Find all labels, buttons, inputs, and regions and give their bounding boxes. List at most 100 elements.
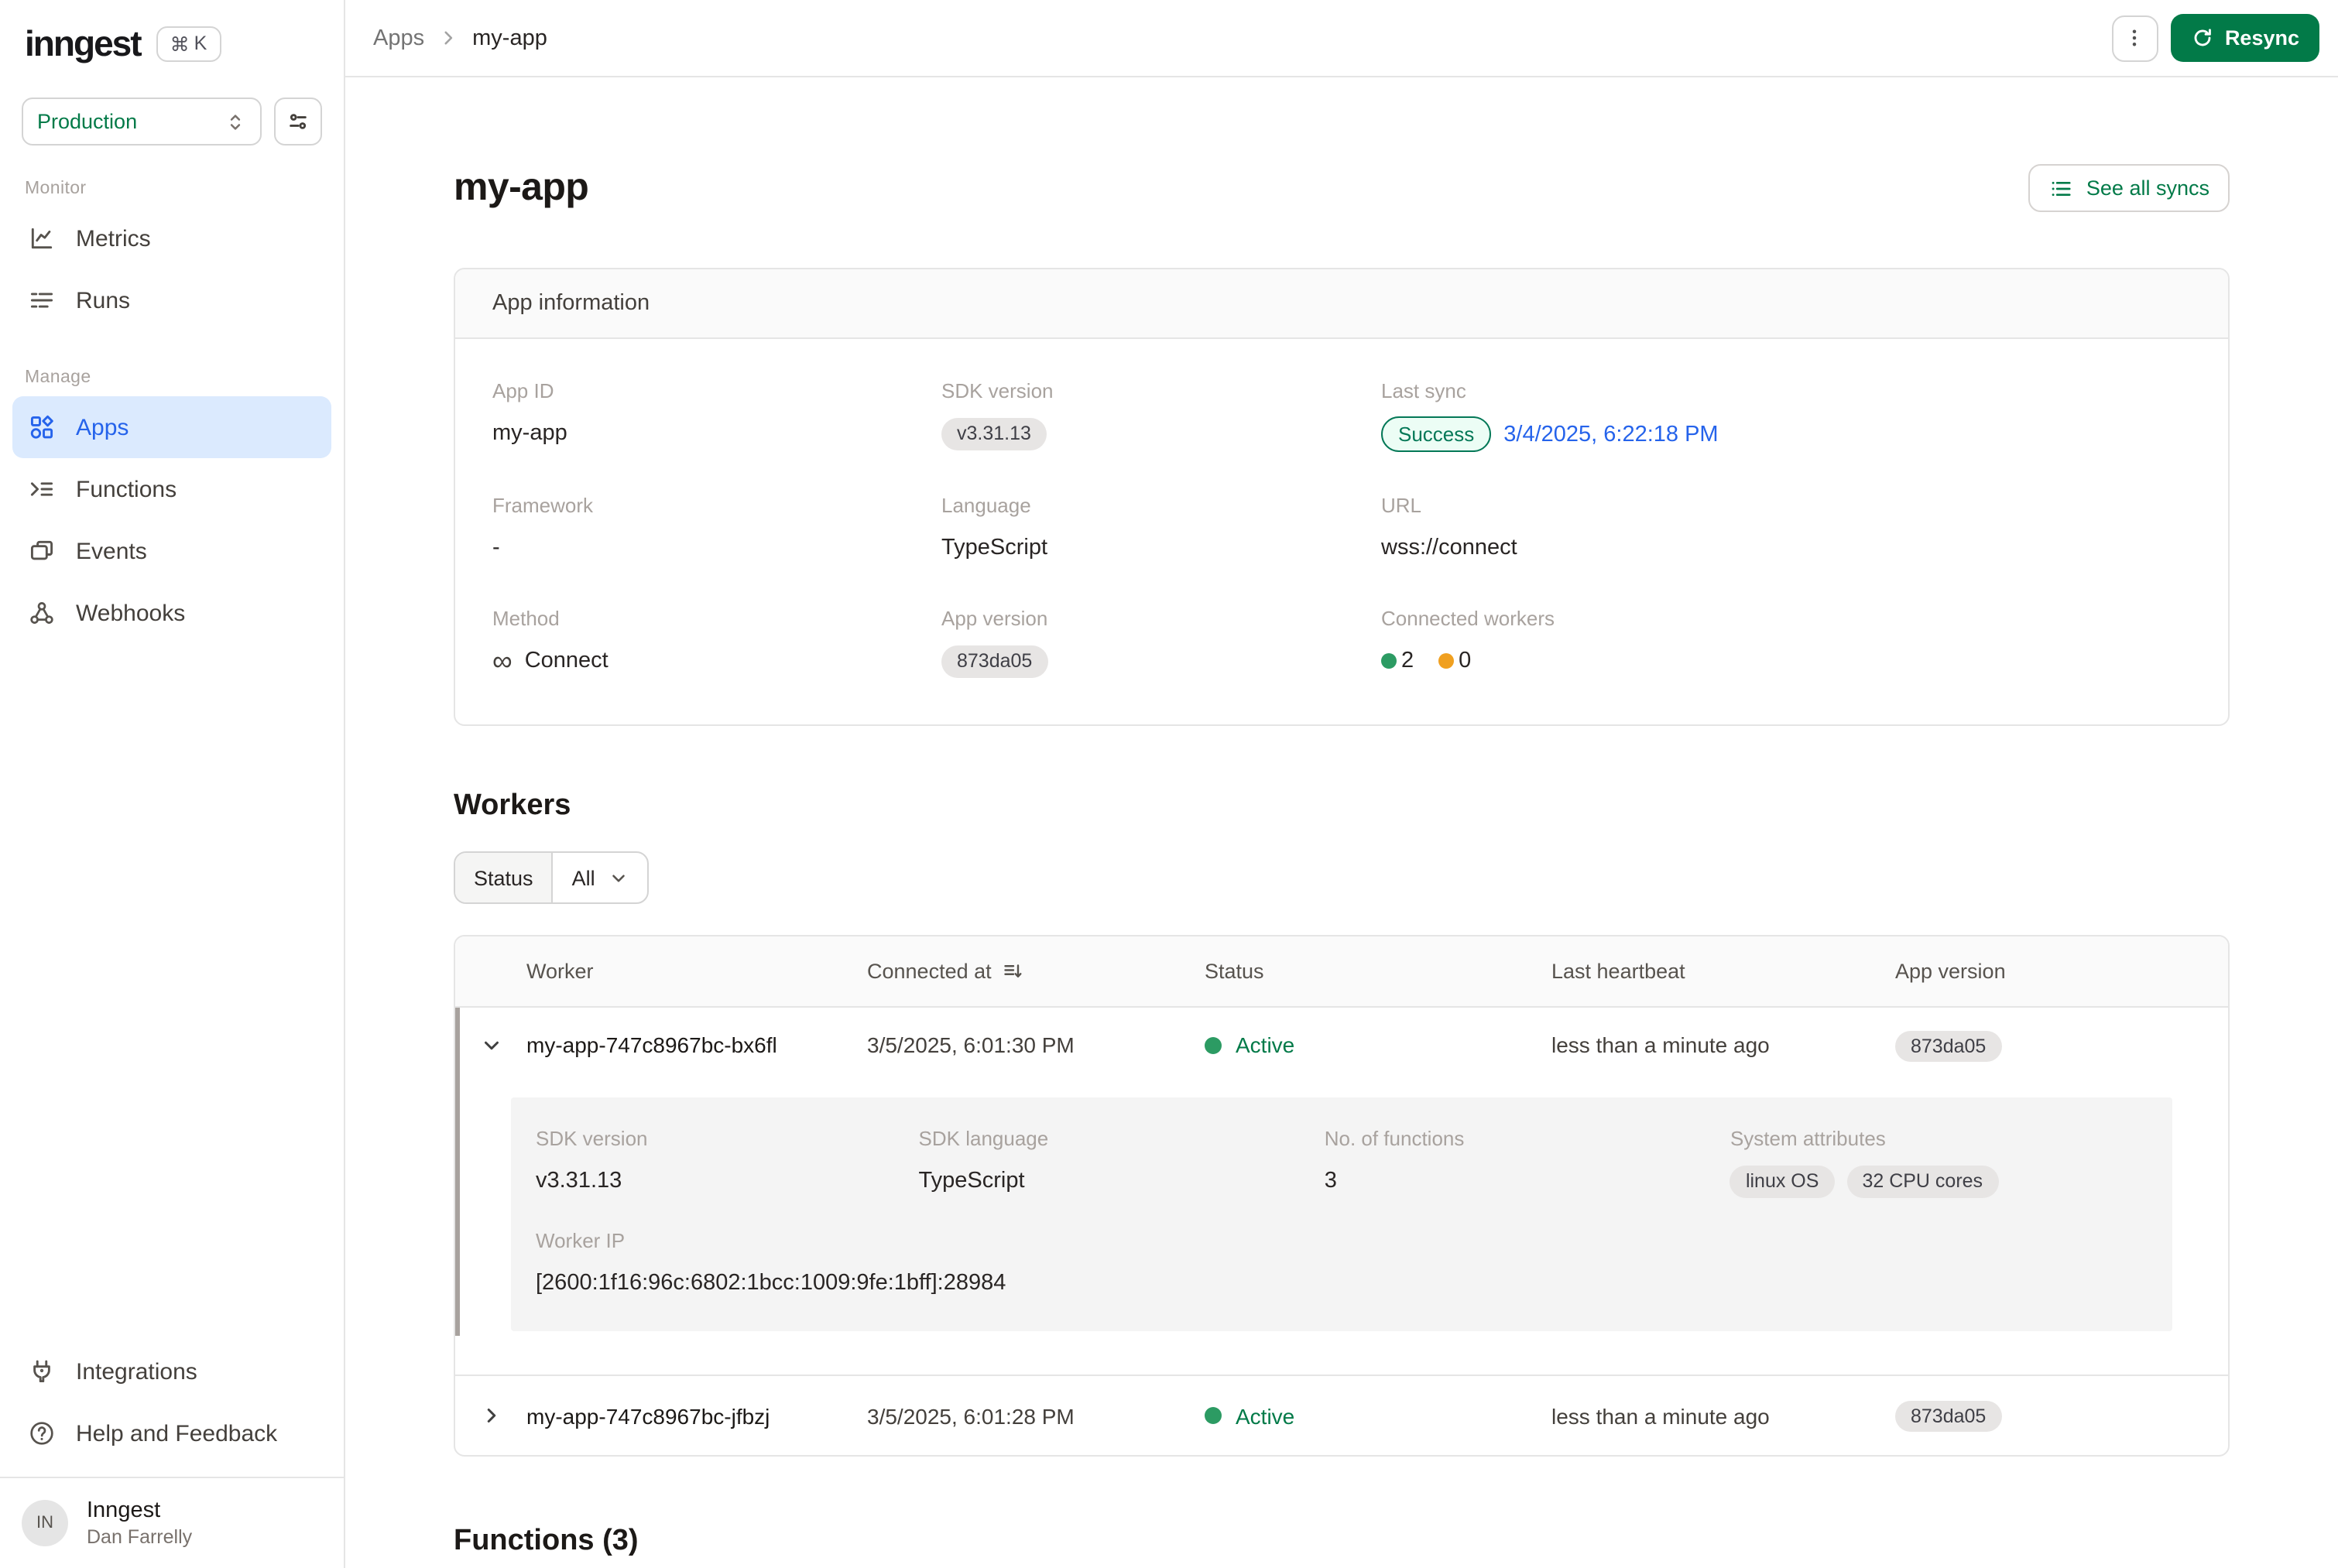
worker-name: my-app-747c8967bc-bx6fl — [526, 1032, 777, 1057]
workers-table: Worker Connected at Status Last heartbea… — [454, 935, 2230, 1457]
column-status: Status — [1205, 960, 1264, 983]
user-info: Inngest Dan Farrelly — [87, 1497, 192, 1549]
metrics-icon — [28, 224, 56, 252]
sidebar-section-manage: Manage — [25, 368, 91, 387]
command-k-shortcut[interactable]: ⌘ K — [156, 26, 221, 61]
field-label: SDK version — [536, 1127, 648, 1150]
field-url: URL wss://connect — [1381, 494, 2191, 565]
field-language: Language TypeScript — [941, 494, 1381, 565]
field-label: System attributes — [1730, 1127, 1886, 1150]
active-dot-icon — [1381, 653, 1397, 669]
inactive-workers-count: 0 — [1438, 649, 1471, 673]
runs-icon — [28, 286, 56, 314]
worker-status: Active — [1205, 1032, 1551, 1057]
sidebar: inngest ⌘ K Production — [0, 0, 345, 1568]
field-value: 3 — [1324, 1169, 1337, 1193]
attribute-badge: 32 CPU cores — [1846, 1165, 1999, 1197]
plug-icon — [28, 1357, 56, 1385]
sidebar-item-help[interactable]: Help and Feedback — [12, 1402, 331, 1464]
worker-row-expanded[interactable]: my-app-747c8967bc-bx6fl 3/5/2025, 6:01:3… — [455, 1008, 2228, 1331]
sidebar-item-label: Apps — [76, 414, 129, 440]
page-content: my-app See all syncs App information — [345, 77, 2338, 1568]
worker-row-collapsed[interactable]: my-app-747c8967bc-jfbzj 3/5/2025, 6:01:2… — [455, 1375, 2228, 1455]
see-all-syncs-button[interactable]: See all syncs — [2028, 164, 2230, 212]
active-dot-icon — [1205, 1036, 1222, 1053]
sidebar-item-functions[interactable]: Functions — [12, 458, 331, 520]
main-area: Apps my-app — [345, 0, 2338, 1568]
inactive-dot-icon — [1438, 653, 1455, 669]
app-information-body: App ID my-app SDK version v3.31.13 Last … — [455, 339, 2228, 724]
sync-status-badge: Success — [1381, 416, 1492, 452]
expanded-row-accent — [455, 1008, 460, 1336]
inngest-logo[interactable]: inngest — [25, 23, 142, 63]
worker-app-version-badge: 873da05 — [1895, 1401, 2002, 1432]
worker-name: my-app-747c8967bc-jfbzj — [526, 1403, 770, 1428]
field-label: Method — [492, 607, 560, 630]
status-label: Active — [1236, 1032, 1295, 1057]
app-information-header: App information — [455, 269, 2228, 339]
sidebar-item-label: Runs — [76, 287, 131, 313]
user-profile[interactable]: IN Inngest Dan Farrelly — [0, 1478, 344, 1568]
inactive-count: 0 — [1459, 649, 1472, 673]
field-sdk-version: SDK version v3.31.13 — [941, 379, 1381, 452]
sidebar-item-events[interactable]: Events — [12, 520, 331, 582]
status-filter-label: Status — [455, 853, 554, 902]
field-label: Last sync — [1381, 379, 1466, 402]
detail-functions-count: No. of functions 3 — [1325, 1127, 1730, 1198]
sidebar-header: inngest ⌘ K — [0, 0, 344, 65]
sidebar-item-integrations[interactable]: Integrations — [12, 1340, 331, 1402]
active-dot-icon — [1205, 1407, 1222, 1424]
sidebar-item-apps[interactable]: Apps — [12, 396, 331, 458]
field-framework: Framework - — [492, 494, 941, 565]
field-label: Worker IP — [536, 1229, 626, 1252]
field-value: - — [492, 536, 500, 560]
column-connected-at[interactable]: Connected at — [867, 960, 1205, 983]
environment-settings-button[interactable] — [274, 98, 322, 146]
workers-heading: Workers — [454, 789, 571, 822]
sidebar-item-metrics[interactable]: Metrics — [12, 207, 331, 269]
sidebar-item-label: Help and Feedback — [76, 1420, 278, 1446]
expand-chevron-icon[interactable] — [455, 1404, 526, 1427]
sidebar-item-webhooks[interactable]: Webhooks — [12, 582, 331, 644]
detail-worker-ip: Worker IP [2600:1f16:96c:6802:1bcc:1009:… — [536, 1229, 2148, 1300]
kebab-icon — [2124, 26, 2147, 50]
field-label: App ID — [492, 379, 554, 402]
sidebar-item-runs[interactable]: Runs — [12, 269, 331, 331]
worker-connected-at: 3/5/2025, 6:01:30 PM — [867, 1032, 1075, 1057]
last-sync-time-link[interactable]: 3/4/2025, 6:22:18 PM — [1503, 422, 1719, 447]
status-filter[interactable]: Status All — [454, 851, 650, 904]
sidebar-divider — [0, 1477, 344, 1478]
field-method: Method ∞ Connect — [492, 607, 941, 678]
collapse-chevron-icon[interactable] — [455, 1033, 526, 1056]
field-value: TypeScript — [941, 536, 1047, 560]
infinity-icon: ∞ — [492, 645, 513, 676]
field-value: wss://connect — [1381, 536, 1517, 560]
environment-selector[interactable]: Production — [22, 98, 262, 146]
resync-label: Resync — [2224, 26, 2299, 50]
chevron-right-icon — [438, 28, 458, 48]
resync-button[interactable]: Resync — [2170, 14, 2319, 62]
field-label: Framework — [492, 494, 594, 517]
active-count: 2 — [1401, 649, 1414, 673]
apps-icon — [28, 413, 56, 441]
functions-icon — [28, 475, 56, 503]
chevron-down-icon — [609, 868, 629, 888]
field-label: SDK version — [941, 379, 1054, 402]
field-label: Connected workers — [1381, 607, 1555, 630]
field-label: App version — [941, 607, 1048, 630]
topbar-actions: Resync — [2111, 14, 2319, 62]
sidebar-item-label: Metrics — [76, 225, 151, 252]
breadcrumb-apps[interactable]: Apps — [373, 26, 425, 50]
updown-chevron-icon — [225, 111, 246, 132]
avatar: IN — [22, 1500, 68, 1546]
field-value: TypeScript — [918, 1169, 1025, 1193]
status-label: Active — [1236, 1403, 1295, 1428]
method-value: Connect — [524, 649, 608, 673]
detail-sdk-version: SDK version v3.31.13 — [536, 1127, 919, 1198]
topbar: Apps my-app — [345, 0, 2338, 77]
field-value: [2600:1f16:96c:6802:1bcc:1009:9fe:1bff]:… — [536, 1271, 1006, 1296]
column-label: Connected at — [867, 960, 992, 983]
more-options-button[interactable] — [2111, 15, 2158, 61]
environment-row: Production — [0, 98, 344, 146]
page-title: my-app — [454, 166, 589, 209]
